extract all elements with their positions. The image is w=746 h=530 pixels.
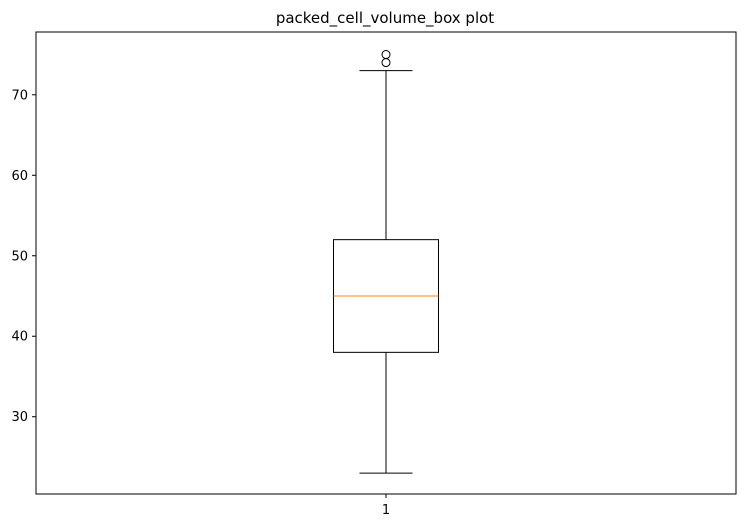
chart-title: packed_cell_volume_box plot — [276, 9, 494, 28]
y-tick-label: 40 — [11, 330, 28, 345]
box-series — [333, 50, 439, 474]
x-axis: 1 — [382, 494, 390, 518]
y-tick-label: 60 — [11, 169, 28, 184]
y-tick-label: 70 — [11, 88, 28, 103]
y-axis: 30 40 50 60 70 — [11, 88, 36, 425]
y-tick-label: 50 — [11, 249, 28, 264]
x-tick-label: 1 — [382, 503, 390, 518]
y-tick-label: 30 — [11, 410, 28, 425]
outlier-point — [381, 58, 391, 68]
outlier-point — [381, 50, 391, 60]
